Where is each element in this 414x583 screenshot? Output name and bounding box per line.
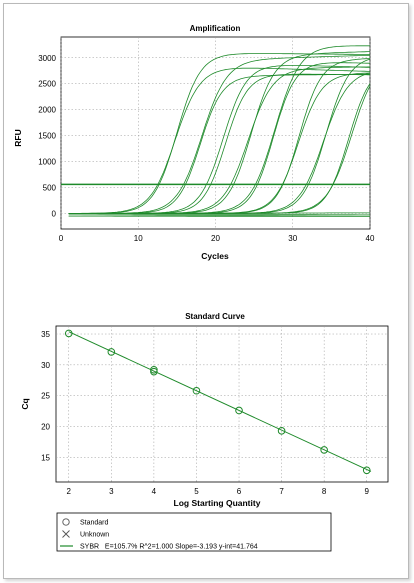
- amplification-x-tick-label: 10: [134, 234, 143, 243]
- amplification-curve: [68, 67, 370, 214]
- standard-curve-point: [320, 446, 328, 454]
- standard-curve-point: [150, 367, 158, 376]
- amplification-x-tick-label: 20: [211, 234, 220, 243]
- amplification-ylabel: RFU: [13, 129, 23, 146]
- amplification-y-tick-label: 500: [43, 183, 57, 192]
- legend-unknown-symbol: [62, 530, 70, 538]
- amplification-y-tick-label: 1500: [38, 132, 56, 141]
- standard-curve-x-tick-label: 8: [322, 487, 327, 496]
- amplification-x-tick-label: 0: [59, 234, 64, 243]
- standard-curve-x-tick-label: 2: [67, 487, 72, 496]
- standard-curve-y-tick-label: 25: [41, 392, 50, 401]
- amplification-xlabel: Cycles: [201, 251, 229, 261]
- standard-curve-fit-line: [68, 331, 372, 472]
- standard-curve-point: [362, 466, 371, 475]
- legend-box: [56, 512, 332, 552]
- standard-curve-y-tick-label: 35: [41, 330, 50, 339]
- amplification-y-tick-label: 1000: [38, 158, 56, 167]
- standard-curve-point: [235, 406, 243, 415]
- legend-unknown-label: Unknown: [80, 532, 109, 539]
- amplification-title: Amplification: [190, 24, 241, 33]
- standard-curve-plot-area: [55, 325, 389, 483]
- standard-curve-x-tick-label: 4: [152, 487, 157, 496]
- standard-curve-title: Standard Curve: [185, 312, 245, 321]
- standard-curve-x-tick-label: 6: [237, 487, 242, 496]
- standard-curve-point: [107, 348, 116, 356]
- standard-curve-xlabel: Log Starting Quantity: [174, 498, 261, 508]
- standard-curve-x-tick-label: 9: [364, 487, 369, 496]
- standard-curve-y-tick-label: 15: [41, 453, 50, 462]
- legend-fit-label: SYBR E=105.7% R^2=1.000 Slope=-3.193 y-i…: [80, 544, 258, 551]
- amplification-y-tick-label: 0: [52, 209, 57, 218]
- legend-standard-symbol: [62, 518, 70, 526]
- legend-standard-label: Standard: [80, 520, 109, 527]
- standard-curve-x-tick-label: 7: [279, 487, 284, 496]
- standard-curve-x-tick-label: 3: [109, 487, 114, 496]
- amplification-baseline-trace: [68, 213, 370, 216]
- amplification-y-tick-label: 2500: [38, 80, 56, 89]
- amplification-x-tick-label: 40: [366, 234, 375, 243]
- standard-curve-point: [277, 427, 286, 435]
- amplification-curve: [68, 53, 370, 214]
- standard-curve-ylabel: Cq: [20, 398, 30, 409]
- amplification-y-tick-label: 2000: [38, 106, 56, 115]
- standard-curve-y-tick-label: 20: [41, 423, 50, 432]
- standard-curve-point: [192, 386, 201, 395]
- amplification-x-tick-label: 30: [288, 234, 297, 243]
- amplification-y-tick-label: 3000: [38, 54, 56, 63]
- standard-curve-x-tick-label: 5: [194, 487, 199, 496]
- standard-curve-y-tick-label: 30: [41, 361, 50, 370]
- amplification-curve: [68, 85, 371, 214]
- standard-curve-point: [64, 329, 73, 338]
